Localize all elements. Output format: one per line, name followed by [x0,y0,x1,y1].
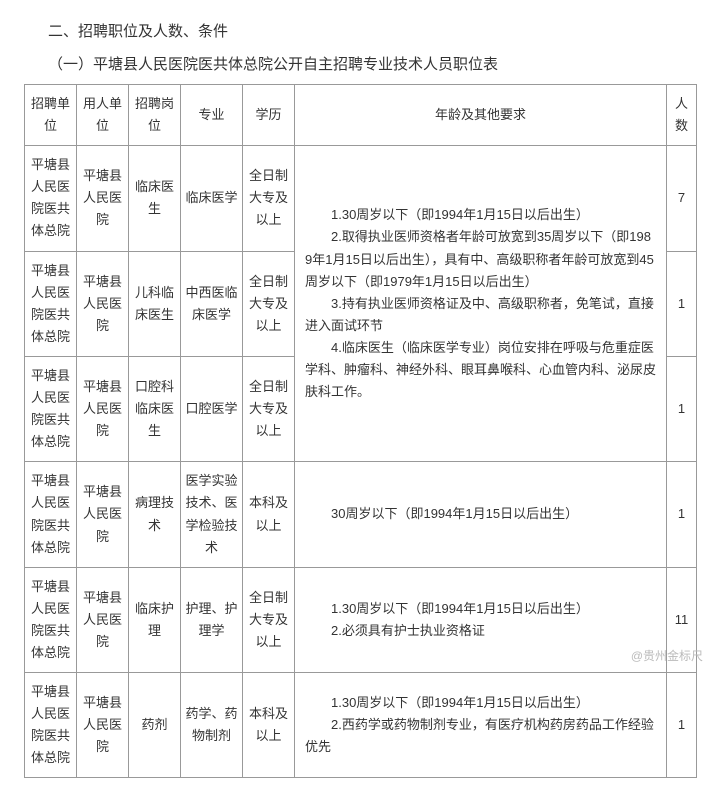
th-unit: 招聘单位 [25,85,77,146]
cell-requirements: 1.30周岁以下（即1994年1月15日以后出生） 2.西药学或药物制剂专业，有… [295,673,667,778]
req-line: 1.30周岁以下（即1994年1月15日以后出生） [305,692,656,714]
cell-education: 全日制大专及以上 [243,251,295,356]
cell-count: 1 [667,356,697,461]
th-requirements: 年龄及其他要求 [295,85,667,146]
cell-employer: 平塘县人民医院 [77,251,129,356]
req-line: 1.30周岁以下（即1994年1月15日以后出生） [305,598,656,620]
cell-post: 儿科临床医生 [129,251,181,356]
cell-education: 本科及以上 [243,673,295,778]
table-row: 平塘县人民医院医共体总院 平塘县人民医院 药剂 药学、药物制剂 本科及以上 1.… [25,673,697,778]
cell-major: 护理、护理学 [181,567,243,672]
cell-employer: 平塘县人民医院 [77,673,129,778]
cell-count: 1 [667,251,697,356]
req-line: 2.取得执业医师资格者年龄可放宽到35周岁以下（即1989年1月15日以后出生）… [305,226,656,292]
cell-requirements: 1.30周岁以下（即1994年1月15日以后出生） 2.必须具有护士执业资格证 [295,567,667,672]
cell-major: 中西医临床医学 [181,251,243,356]
req-line: 2.必须具有护士执业资格证 [305,620,656,642]
th-employer: 用人单位 [77,85,129,146]
cell-requirements-merged: 1.30周岁以下（即1994年1月15日以后出生） 2.取得执业医师资格者年龄可… [295,146,667,462]
cell-unit: 平塘县人民医院医共体总院 [25,251,77,356]
cell-employer: 平塘县人民医院 [77,567,129,672]
positions-table: 招聘单位 用人单位 招聘岗位 专业 学历 年龄及其他要求 人数 平塘县人民医院医… [24,84,697,778]
req-line: 30周岁以下（即1994年1月15日以后出生） [305,503,656,525]
th-post: 招聘岗位 [129,85,181,146]
table-header-row: 招聘单位 用人单位 招聘岗位 专业 学历 年龄及其他要求 人数 [25,85,697,146]
cell-post: 药剂 [129,673,181,778]
section-heading: 二、招聘职位及人数、条件 [48,20,697,41]
cell-unit: 平塘县人民医院医共体总院 [25,356,77,461]
req-line: 1.30周岁以下（即1994年1月15日以后出生） [305,204,656,226]
cell-employer: 平塘县人民医院 [77,462,129,567]
table-row: 平塘县人民医院医共体总院 平塘县人民医院 临床医生 临床医学 全日制大专及以上 … [25,146,697,251]
cell-education: 全日制大专及以上 [243,146,295,251]
subsection-heading: （一）平塘县人民医院医共体总院公开自主招聘专业技术人员职位表 [48,53,697,74]
cell-major: 临床医学 [181,146,243,251]
req-line: 3.持有执业医师资格证及中、高级职称者，免笔试，直接进入面试环节 [305,293,656,337]
th-education: 学历 [243,85,295,146]
cell-employer: 平塘县人民医院 [77,356,129,461]
req-line: 4.临床医生（临床医学专业）岗位安排在呼吸与危重症医学科、肿瘤科、神经外科、眼耳… [305,337,656,403]
table-row: 平塘县人民医院医共体总院 平塘县人民医院 临床护理 护理、护理学 全日制大专及以… [25,567,697,672]
cell-count: 1 [667,462,697,567]
th-count: 人数 [667,85,697,146]
cell-post: 临床医生 [129,146,181,251]
cell-major: 医学实验技术、医学检验技术 [181,462,243,567]
cell-requirements: 30周岁以下（即1994年1月15日以后出生） [295,462,667,567]
th-major: 专业 [181,85,243,146]
cell-education: 全日制大专及以上 [243,356,295,461]
cell-count: 11 [667,567,697,672]
cell-employer: 平塘县人民医院 [77,146,129,251]
cell-major: 口腔医学 [181,356,243,461]
cell-post: 口腔科临床医生 [129,356,181,461]
cell-unit: 平塘县人民医院医共体总院 [25,673,77,778]
cell-unit: 平塘县人民医院医共体总院 [25,567,77,672]
cell-major: 药学、药物制剂 [181,673,243,778]
table-row: 平塘县人民医院医共体总院 平塘县人民医院 病理技术 医学实验技术、医学检验技术 … [25,462,697,567]
cell-count: 1 [667,673,697,778]
cell-count: 7 [667,146,697,251]
cell-post: 病理技术 [129,462,181,567]
cell-education: 全日制大专及以上 [243,567,295,672]
cell-unit: 平塘县人民医院医共体总院 [25,462,77,567]
req-line: 2.西药学或药物制剂专业，有医疗机构药房药品工作经验优先 [305,714,656,758]
cell-education: 本科及以上 [243,462,295,567]
cell-post: 临床护理 [129,567,181,672]
cell-unit: 平塘县人民医院医共体总院 [25,146,77,251]
